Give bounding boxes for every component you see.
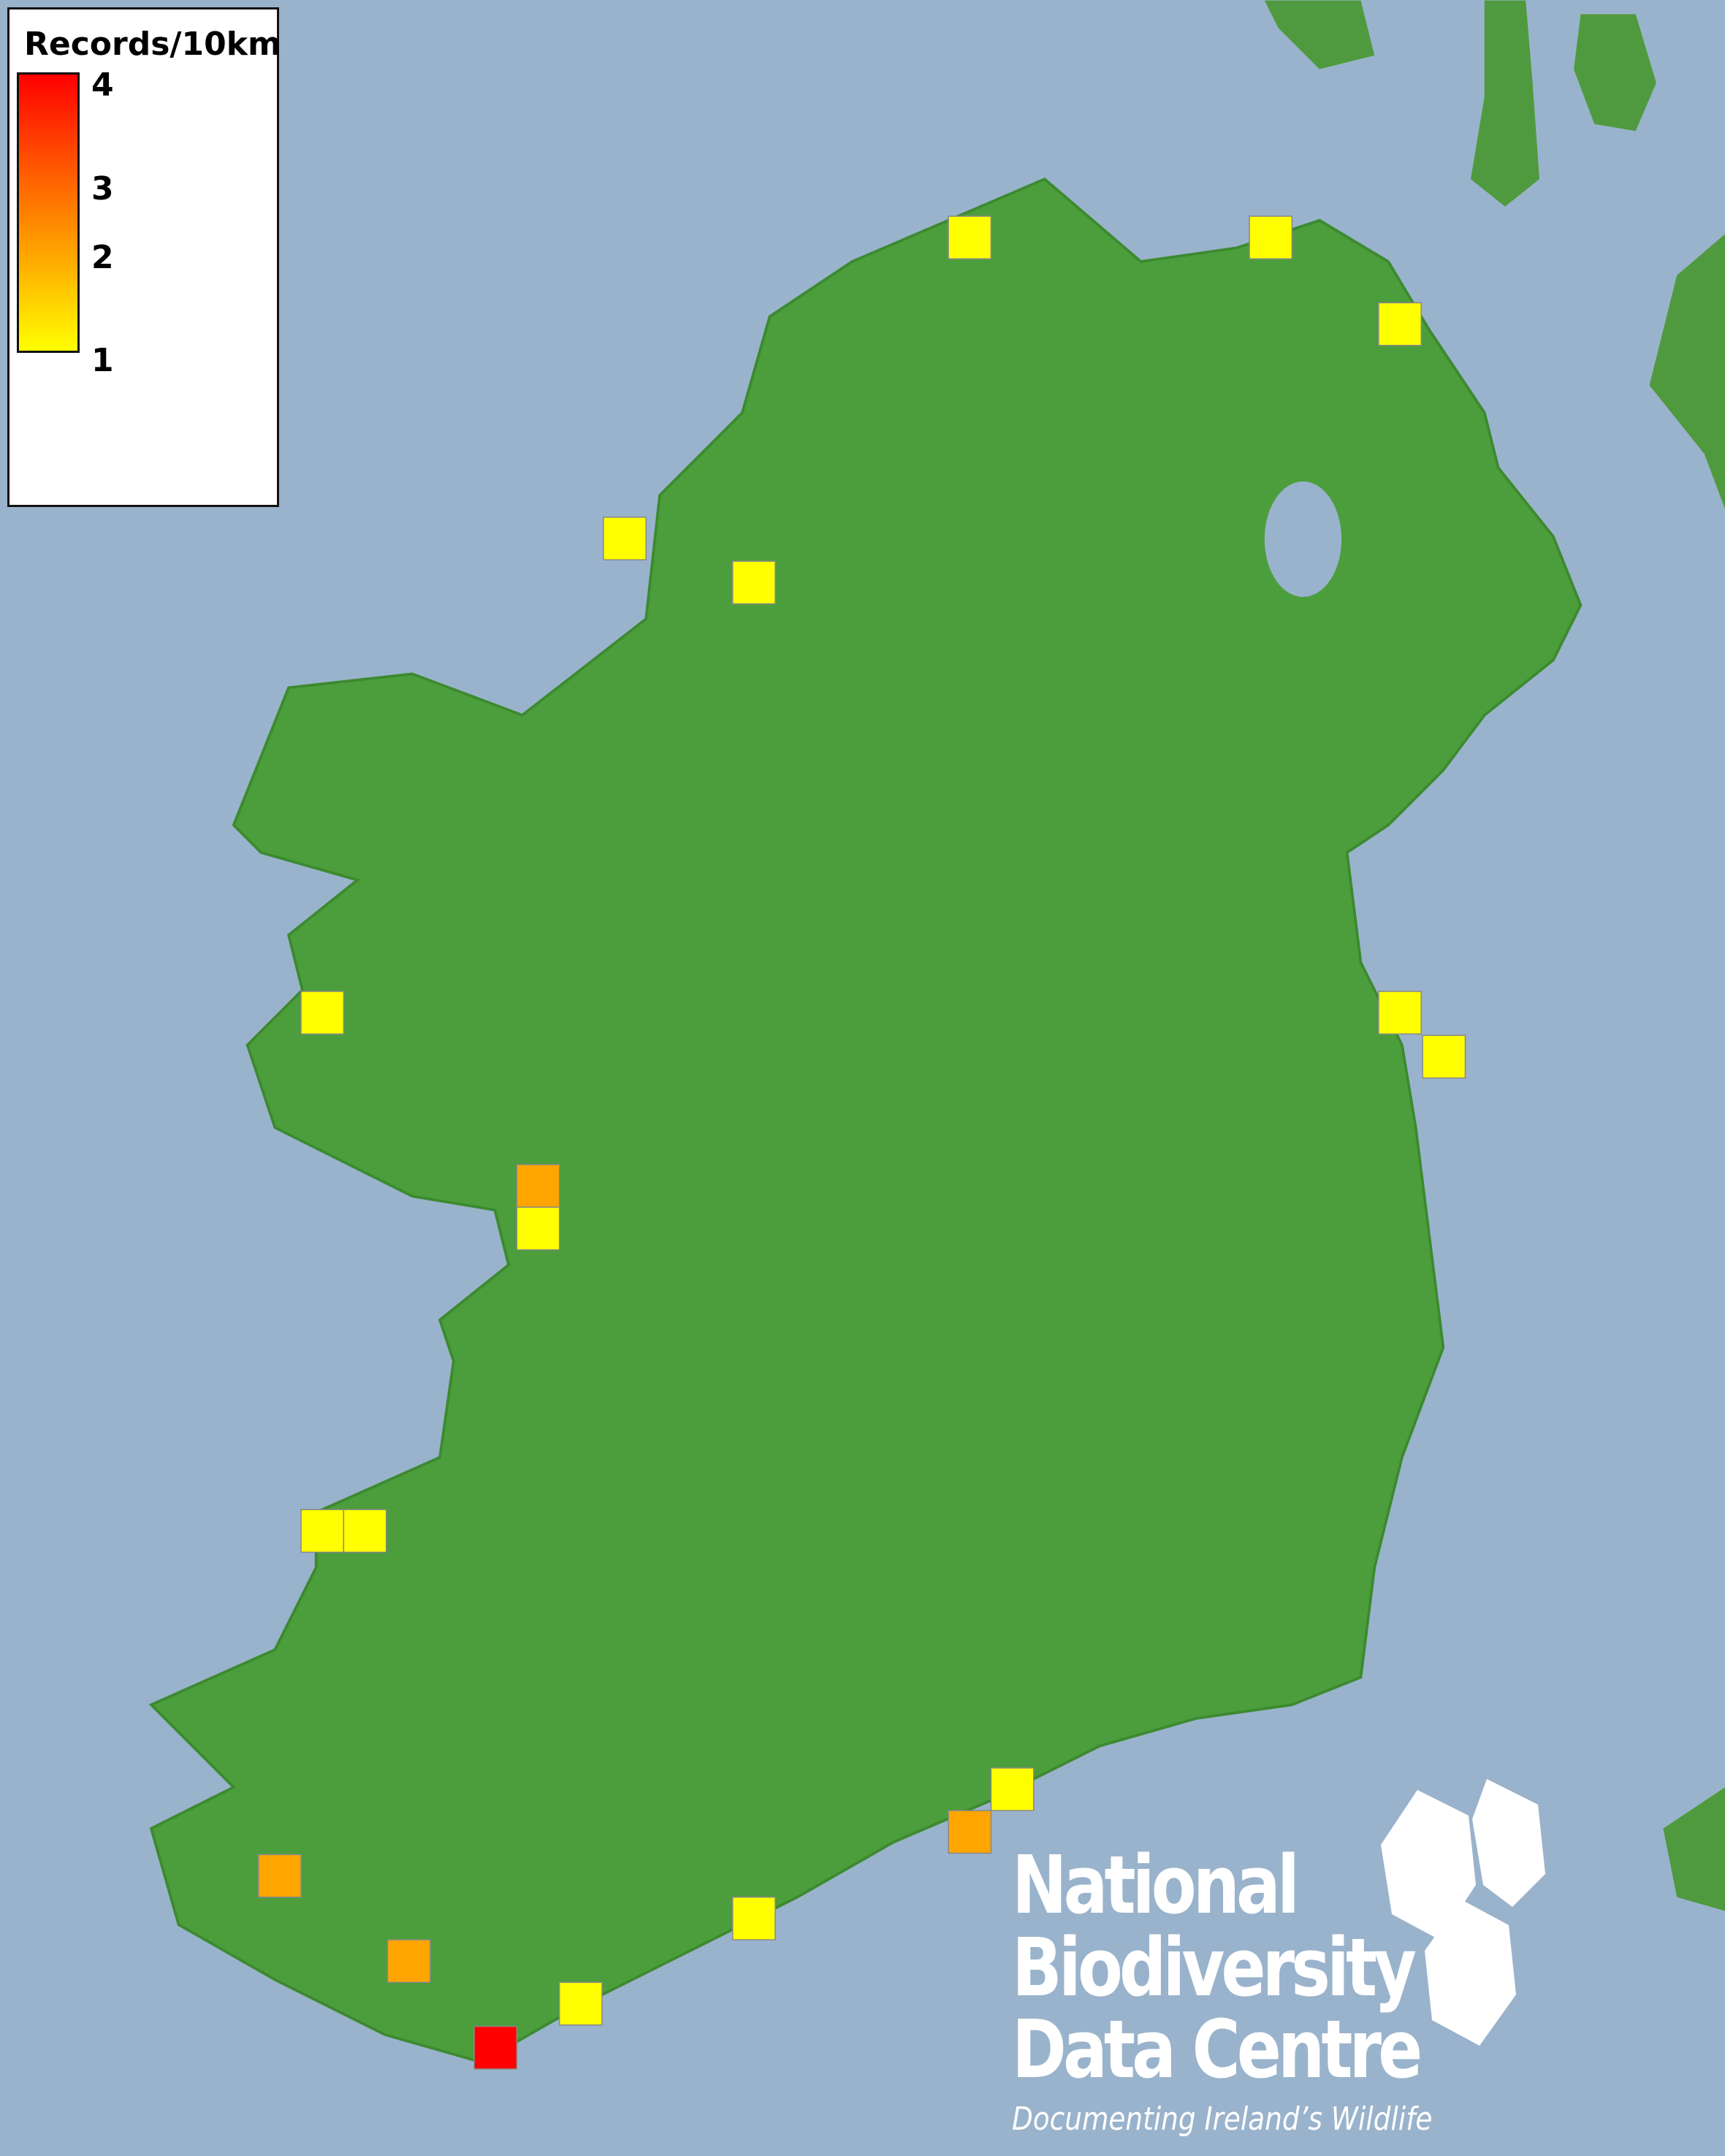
legend-title: Records/10km bbox=[24, 26, 281, 63]
record-square bbox=[948, 1810, 992, 1854]
record-square bbox=[300, 1509, 345, 1553]
record-square bbox=[300, 991, 345, 1035]
record-square bbox=[257, 1854, 302, 1898]
logo-line-1: National bbox=[1012, 1838, 1300, 1932]
lough-neagh bbox=[1264, 481, 1342, 598]
record-square bbox=[473, 2025, 518, 2070]
record-square bbox=[1378, 302, 1422, 346]
record-square bbox=[1249, 216, 1293, 260]
logo-line-2: Biodiversity bbox=[1012, 1921, 1417, 2014]
nbdc-logo: National Biodiversity Data Centre Docume… bbox=[1012, 1768, 1633, 2138]
record-square bbox=[948, 216, 992, 260]
record-square bbox=[558, 1981, 603, 2026]
record-squares bbox=[257, 216, 1466, 2070]
record-square bbox=[603, 517, 647, 561]
record-square bbox=[386, 1939, 431, 1984]
record-square bbox=[343, 1509, 387, 1553]
logo-tagline: Documenting Ireland’s Wildlife bbox=[1012, 2100, 1433, 2138]
legend: Records/10km 4 3 2 1 bbox=[7, 7, 281, 507]
hexagon-emblem-icon bbox=[1381, 1779, 1545, 2046]
legend-tick-1: 1 bbox=[91, 342, 114, 379]
logo-line-3: Data Centre bbox=[1012, 2003, 1423, 2096]
record-square bbox=[731, 1896, 776, 1940]
record-square bbox=[731, 560, 776, 605]
legend-tick-4: 4 bbox=[91, 66, 114, 104]
record-square bbox=[1422, 1035, 1466, 1079]
record-square bbox=[516, 1164, 560, 1208]
legend-color-bar bbox=[17, 72, 80, 353]
ireland-landmass bbox=[148, 177, 1583, 2064]
legend-tick-2: 2 bbox=[91, 239, 114, 276]
record-square bbox=[1378, 991, 1422, 1035]
record-square bbox=[990, 1767, 1035, 1811]
legend-tick-3: 3 bbox=[91, 170, 114, 207]
record-square bbox=[516, 1206, 560, 1251]
